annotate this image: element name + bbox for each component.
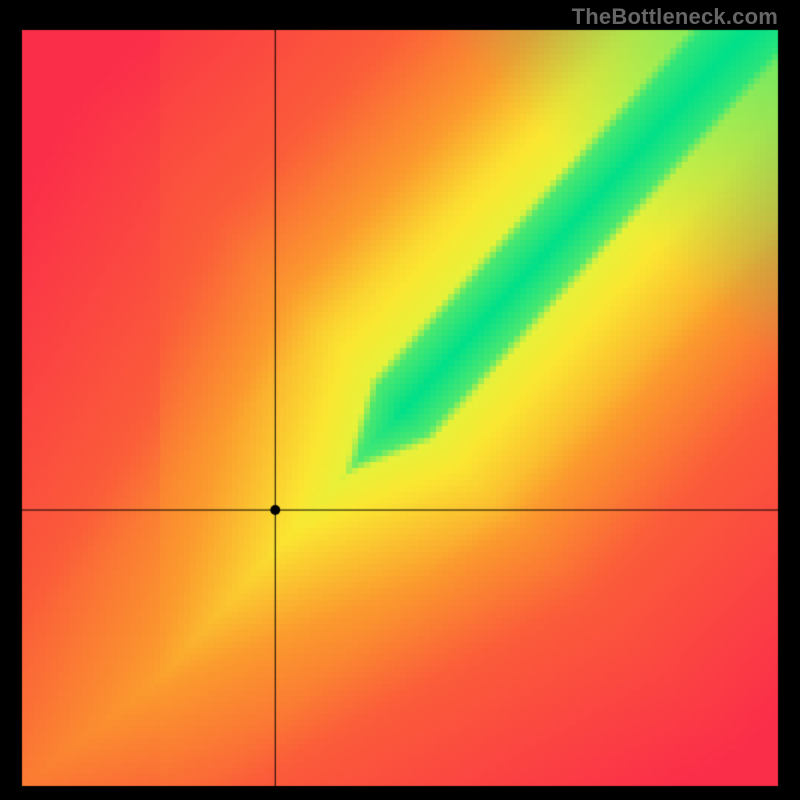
watermark-text: TheBottleneck.com <box>572 4 778 30</box>
chart-container: TheBottleneck.com <box>0 0 800 800</box>
bottleneck-heatmap-canvas <box>0 0 800 800</box>
